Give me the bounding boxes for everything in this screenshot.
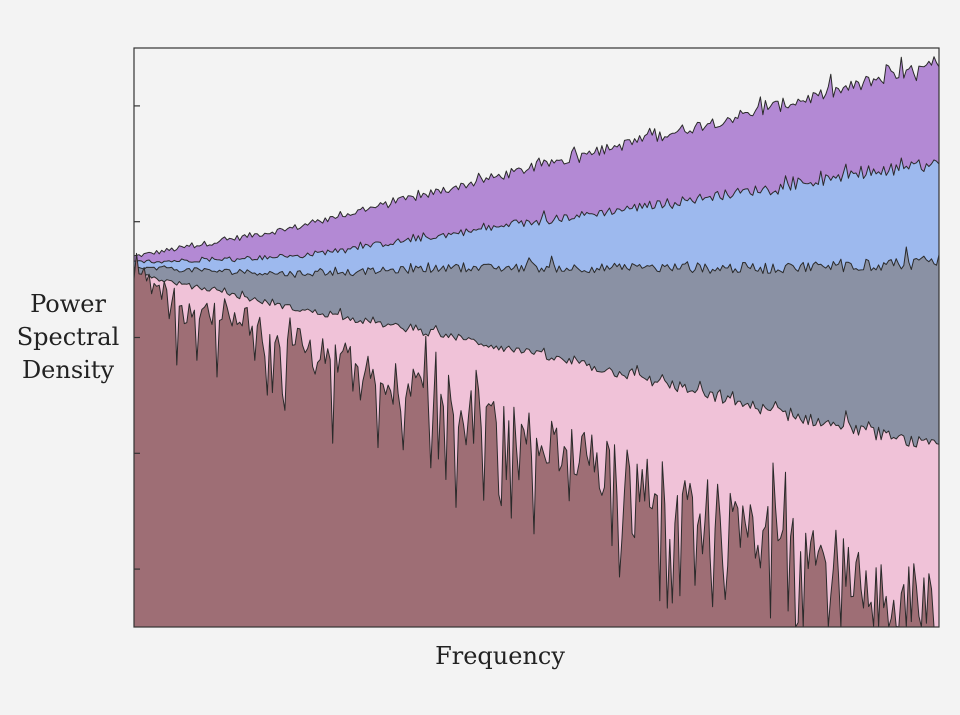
x-axis-label: Frequency — [435, 642, 565, 670]
y-axis-ticks — [134, 105, 140, 570]
y-axis-label-line-3: Density — [21, 356, 115, 384]
y-axis-label-line-2: Spectral — [16, 323, 120, 351]
series-area-5 — [133, 252, 940, 628]
y-axis-label-line-1: Power — [30, 290, 106, 318]
y-axis-label: Power Spectral Density — [8, 288, 128, 387]
series-areas — [133, 56, 940, 628]
